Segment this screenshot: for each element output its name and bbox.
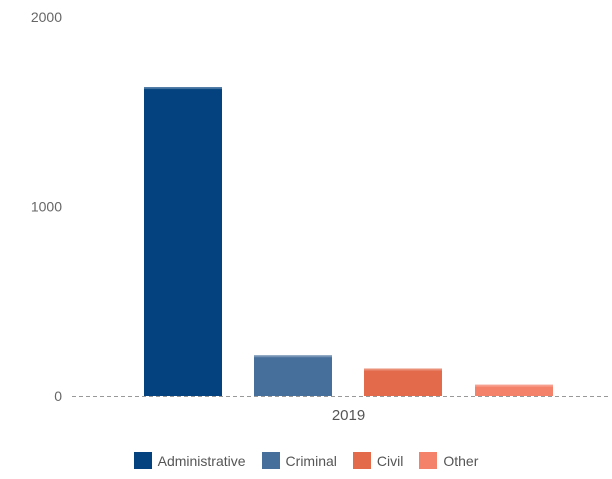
legend-label: Criminal	[285, 452, 337, 469]
chart-legend: Administrative Criminal Civil Other	[0, 452, 612, 469]
legend-item-criminal[interactable]: Criminal	[261, 452, 337, 469]
bar-administrative[interactable]	[144, 87, 222, 397]
bar-civil[interactable]	[364, 368, 442, 396]
legend-swatch	[261, 452, 280, 469]
legend-label: Civil	[376, 452, 404, 469]
legend-item-administrative[interactable]: Administrative	[133, 452, 246, 469]
bar-top-highlight	[254, 355, 332, 358]
legend-label: Other	[443, 452, 479, 469]
y-tick-label: 2000	[31, 9, 62, 25]
y-tick-label: 0	[54, 388, 62, 404]
legend-swatch	[133, 452, 152, 469]
bar-criminal[interactable]	[254, 355, 332, 396]
legend-swatch	[352, 452, 371, 469]
bar-other[interactable]	[475, 384, 553, 396]
legend-item-other[interactable]: Other	[419, 452, 478, 469]
legend-item-civil[interactable]: Civil	[352, 452, 404, 469]
y-tick-label: 1000	[31, 199, 62, 215]
bar-top-highlight	[475, 384, 553, 387]
bar-top-highlight	[364, 368, 442, 371]
x-category-label: 2019	[332, 407, 365, 424]
bar-top-highlight	[144, 87, 222, 90]
legend-label: Administrative	[157, 452, 246, 469]
legend-swatch	[419, 452, 438, 469]
